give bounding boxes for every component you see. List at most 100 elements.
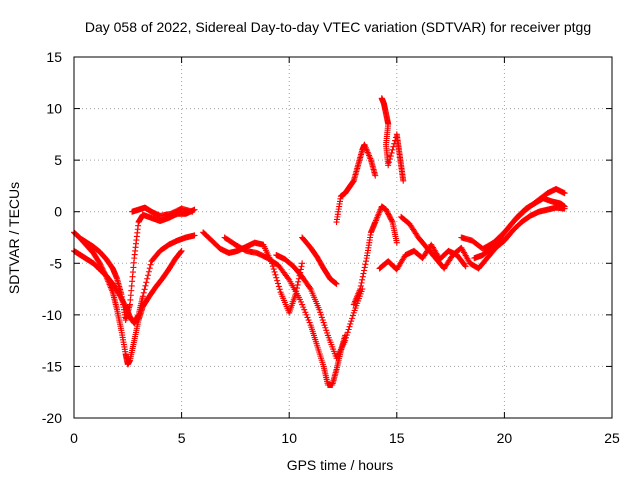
data-point (390, 143, 397, 150)
data-point (372, 172, 379, 179)
data-point (359, 276, 366, 283)
data-point (304, 314, 311, 321)
data-point (388, 149, 395, 156)
y-tick-label: 0 (54, 204, 62, 220)
data-point (300, 304, 307, 311)
data-point (276, 286, 283, 293)
data-point (97, 261, 104, 268)
series-track-d (129, 204, 196, 219)
data-point (357, 286, 364, 293)
data-point (359, 273, 366, 280)
data-point (342, 337, 349, 344)
data-point (271, 268, 278, 275)
data-point (147, 261, 154, 268)
data-point (318, 314, 325, 321)
data-point (318, 311, 325, 318)
data-point (275, 283, 282, 290)
data-point (349, 315, 356, 322)
data-point (344, 329, 351, 336)
x-tick-label: 25 (604, 430, 620, 446)
data-point (361, 264, 368, 271)
data-point (275, 280, 282, 287)
data-point (96, 260, 103, 267)
data-point (316, 306, 323, 313)
data-point (461, 262, 468, 269)
series-track-i (333, 141, 379, 226)
series-track-h (299, 234, 340, 287)
data-point (306, 319, 313, 326)
data-point (321, 322, 328, 329)
tick-layer (73, 56, 613, 419)
data-point (301, 306, 308, 313)
data-point (363, 258, 370, 265)
series-track-a (71, 229, 185, 368)
data-point (386, 159, 393, 166)
y-tick-label: 15 (46, 49, 62, 65)
data-point (322, 324, 329, 331)
data-point (385, 162, 392, 169)
data-point (358, 279, 365, 286)
data-point (561, 190, 568, 197)
series-track-m (398, 204, 568, 272)
data-point (462, 263, 469, 270)
data-point (298, 263, 305, 270)
data-point (347, 320, 354, 327)
data-point (306, 284, 313, 291)
data-point (299, 260, 306, 267)
series-track-e (200, 229, 306, 316)
y-tick-label: 5 (54, 152, 62, 168)
data-point (303, 311, 310, 318)
data-point (139, 293, 146, 300)
plot-frame (73, 56, 613, 419)
data-point (189, 208, 196, 215)
x-tick-label: 20 (497, 430, 513, 446)
data-point (143, 279, 150, 286)
y-tick-label: -5 (50, 255, 63, 271)
data-point (362, 261, 369, 268)
data-point (272, 271, 279, 278)
data-point (386, 156, 393, 163)
chart-title: Day 058 of 2022, Sidereal Day-to-day VTE… (85, 19, 591, 35)
data-point (357, 282, 364, 289)
x-tick-label: 0 (70, 430, 78, 446)
data-point (317, 309, 324, 316)
data-point (270, 266, 277, 273)
data-point (561, 203, 568, 210)
data-point (319, 317, 326, 324)
data-layer (71, 95, 568, 388)
data-point (361, 267, 368, 274)
data-point (346, 323, 353, 330)
series-track-l (376, 241, 469, 273)
data-point (296, 296, 303, 303)
data-point (345, 326, 352, 333)
data-point (302, 309, 309, 316)
x-axis-label: GPS time / hours (287, 457, 394, 473)
x-tick-label: 10 (281, 430, 297, 446)
data-point (178, 247, 185, 254)
data-point (144, 275, 151, 282)
data-point (324, 329, 331, 336)
series-track-j (350, 203, 400, 308)
series-track-k (378, 95, 407, 184)
y-tick-label: -20 (42, 410, 62, 426)
data-point (273, 274, 280, 281)
y-tick-label: -10 (42, 307, 62, 323)
data-point (400, 177, 407, 184)
y-axis-label: SDTVAR / TECUs (6, 182, 22, 294)
data-point (393, 239, 400, 246)
data-point (360, 270, 367, 277)
data-point (349, 312, 356, 319)
data-point (141, 286, 148, 293)
data-point (388, 217, 395, 224)
data-point (343, 334, 350, 341)
data-point (294, 281, 301, 288)
y-tick-label: 10 (46, 101, 62, 117)
data-point (191, 232, 198, 239)
x-tick-label: 5 (178, 430, 186, 446)
grid-layer (74, 57, 612, 418)
series-track-b (71, 232, 198, 327)
data-point (274, 277, 281, 284)
data-point (320, 319, 327, 326)
data-point (295, 278, 302, 285)
